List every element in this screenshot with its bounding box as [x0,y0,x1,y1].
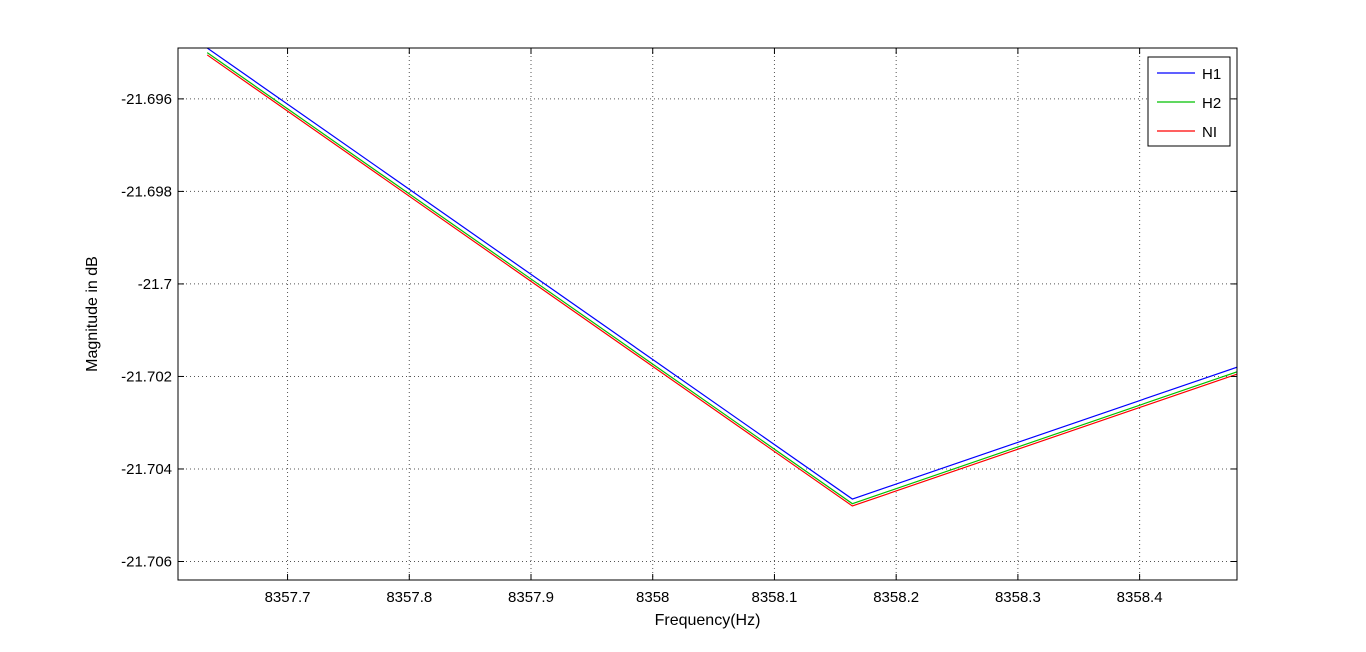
legend-label-h2: H2 [1202,95,1221,112]
y-tick-label: -21.7 [138,276,172,293]
y-tick-label: -21.702 [121,368,172,385]
legend: H1 H2 NI [1147,56,1231,147]
y-tick-label: -21.704 [121,461,172,478]
x-tick-label: 8357.7 [265,589,311,606]
series-line-h1 [206,48,1237,500]
legend-label-h1: H1 [1202,66,1221,83]
y-tick-label: -21.698 [121,183,172,200]
plot-area-frame [177,47,1238,581]
legend-label-ni: NI [1202,124,1217,141]
grid [178,48,1237,580]
x-tick-label: 8358 [636,589,669,606]
series-line-h2 [206,52,1237,505]
x-tick-label: 8358.4 [1117,589,1163,606]
x-tick-label: 8358.3 [995,589,1041,606]
y-tick-label: -21.696 [121,91,172,108]
y-axis: -21.696 -21.698 -21.7 -21.702 -21.704 -21.706 [121,91,1237,570]
x-axis-label: Frequency(Hz) [655,612,761,629]
series-lines [206,48,1237,507]
x-tick-label: 8358.1 [752,589,798,606]
x-axis: 8357.7 8357.8 8357.9 8358 8358.1 8358.2 8358.3… [265,48,1163,606]
y-tick-label: -21.706 [121,553,172,570]
x-tick-label: 8357.8 [386,589,432,606]
x-tick-label: 8358.2 [873,589,919,606]
series-line-ni [206,54,1237,507]
y-axis-label: Magnitude in dB [84,256,101,372]
x-tick-label: 8357.9 [508,589,554,606]
